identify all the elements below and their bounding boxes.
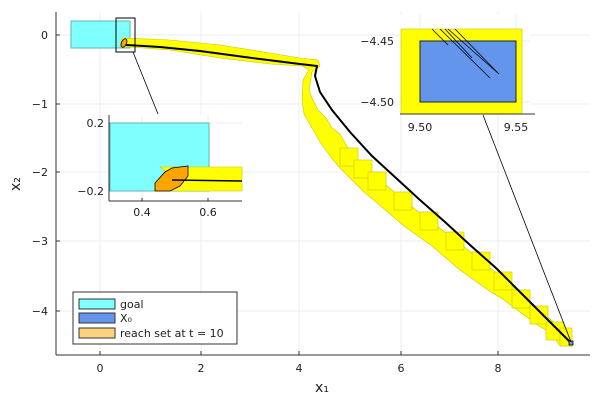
connector-line (482, 114, 572, 343)
x-tick-labels: 0 2 4 6 8 (97, 362, 502, 375)
svg-text:0.4: 0.4 (133, 206, 151, 219)
reach-set (120, 38, 128, 48)
svg-text:−4.50: −4.50 (360, 96, 394, 109)
grid (56, 12, 590, 355)
svg-text:0.6: 0.6 (199, 206, 217, 219)
svg-text:9.55: 9.55 (504, 121, 529, 134)
zoom-box (115, 17, 136, 53)
inset-goal-zoom: 0.4 0.6 0.2 −0.2 (77, 115, 243, 219)
svg-text:−2: −2 (32, 166, 48, 179)
svg-text:reach set at t = 10: reach set at t = 10 (120, 327, 224, 340)
inset-start-zoom: 9.50 9.55 −4.45 −4.50 (360, 14, 535, 134)
svg-text:6: 6 (398, 362, 405, 375)
trajectory (125, 44, 572, 344)
y-axis-label: x₂ (8, 177, 24, 191)
legend-swatch-reach (78, 327, 116, 339)
svg-text:−1: −1 (32, 98, 48, 111)
svg-text:0: 0 (41, 29, 48, 42)
svg-text:9.50: 9.50 (408, 121, 433, 134)
svg-text:goal: goal (120, 298, 144, 311)
axes (55, 12, 590, 356)
svg-text:−4: −4 (32, 305, 48, 318)
flowpipe-steps (339, 147, 573, 347)
legend: goal X₀ reach set at t = 10 (72, 291, 238, 345)
legend-swatch-goal (78, 298, 116, 310)
svg-text:X₀: X₀ (120, 312, 133, 325)
svg-text:4: 4 (296, 362, 303, 375)
svg-text:8: 8 (495, 362, 502, 375)
legend-swatch-x0 (78, 312, 116, 324)
svg-text:0.2: 0.2 (87, 117, 105, 130)
svg-text:−4.45: −4.45 (360, 35, 394, 48)
x-axis-label: x₁ (315, 380, 329, 396)
svg-text:2: 2 (198, 362, 205, 375)
svg-text:0: 0 (97, 362, 104, 375)
y-tick-labels: 0 −1 −2 −3 −4 (32, 29, 48, 318)
goal-region (70, 20, 131, 49)
svg-text:−0.2: −0.2 (77, 185, 104, 198)
connector-line (132, 51, 159, 115)
svg-text:−3: −3 (32, 235, 48, 248)
